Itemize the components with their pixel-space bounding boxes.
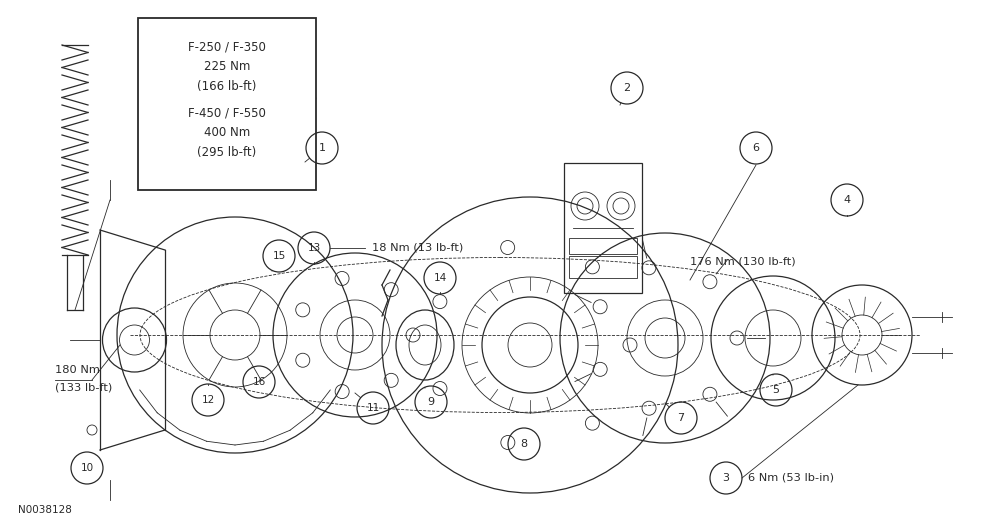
Bar xyxy=(569,238,637,254)
Text: 11: 11 xyxy=(367,403,379,413)
Text: (295 lb-ft): (295 lb-ft) xyxy=(198,146,257,159)
Text: 9: 9 xyxy=(428,397,434,407)
Text: (133 lb-ft): (133 lb-ft) xyxy=(55,383,112,393)
Text: 4: 4 xyxy=(843,195,850,205)
Text: 225 Nm: 225 Nm xyxy=(203,60,251,73)
Bar xyxy=(138,18,316,190)
Text: 2: 2 xyxy=(623,83,630,93)
Text: 18 Nm (13 lb-ft): 18 Nm (13 lb-ft) xyxy=(372,243,463,253)
Bar xyxy=(564,163,642,293)
Text: N0038128: N0038128 xyxy=(18,505,72,515)
Bar xyxy=(569,256,637,278)
Text: (166 lb-ft): (166 lb-ft) xyxy=(198,80,257,93)
Text: F-250 / F-350: F-250 / F-350 xyxy=(188,40,266,53)
Text: 6: 6 xyxy=(753,143,760,153)
Text: 6 Nm (53 lb-in): 6 Nm (53 lb-in) xyxy=(748,473,834,483)
Text: 8: 8 xyxy=(520,439,528,449)
Text: 3: 3 xyxy=(723,473,729,483)
Text: 176 Nm (130 lb-ft): 176 Nm (130 lb-ft) xyxy=(690,257,795,267)
Text: 12: 12 xyxy=(202,395,214,405)
Text: 15: 15 xyxy=(272,251,286,261)
Text: 14: 14 xyxy=(434,273,446,283)
Text: 180 Nm: 180 Nm xyxy=(55,365,100,375)
Text: 13: 13 xyxy=(308,243,320,253)
Text: 10: 10 xyxy=(81,463,93,473)
Text: 5: 5 xyxy=(773,385,780,395)
Text: 7: 7 xyxy=(677,413,684,423)
Text: 16: 16 xyxy=(253,377,265,387)
Text: 400 Nm: 400 Nm xyxy=(203,126,250,139)
Text: F-450 / F-550: F-450 / F-550 xyxy=(188,106,266,119)
Text: 1: 1 xyxy=(318,143,325,153)
